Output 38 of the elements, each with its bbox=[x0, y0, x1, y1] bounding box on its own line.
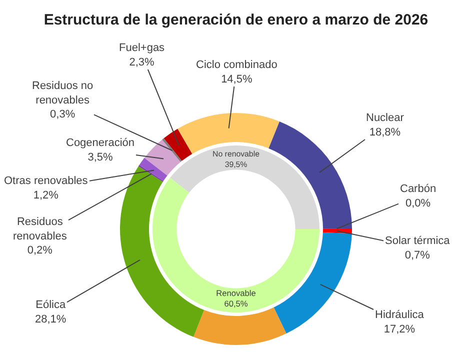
donut-slice bbox=[162, 138, 182, 162]
slice-label: Residuos renovables bbox=[13, 216, 68, 242]
data-label: 3,5% bbox=[88, 151, 113, 164]
slice-label: Hidráulica bbox=[375, 309, 425, 321]
data-label: 0,7% bbox=[404, 249, 430, 262]
slice-label: Otras renovables bbox=[4, 175, 88, 187]
donut-slice bbox=[144, 140, 181, 176]
slice-label: Cogeneración bbox=[66, 137, 134, 149]
donut-slice bbox=[120, 166, 204, 337]
slice-label: Solar térmica bbox=[385, 235, 451, 247]
donut-slice bbox=[194, 307, 286, 345]
donut-slice bbox=[274, 232, 352, 334]
data-label: 0,3% bbox=[50, 108, 76, 121]
chart-title: Estructura de la generación de enero a marzo de 2026 bbox=[44, 12, 428, 29]
slice-label: Residuos no renovables bbox=[32, 80, 94, 106]
data-label: 39,5% bbox=[224, 160, 248, 169]
slice-label: Eólica bbox=[36, 299, 66, 311]
data-label: 60,5% bbox=[224, 298, 248, 309]
text: 0,0% bbox=[406, 197, 431, 210]
data-label: 28,1% bbox=[35, 313, 66, 326]
data-label: 14,5% bbox=[221, 73, 252, 86]
category-label: Carbón bbox=[400, 183, 436, 195]
data-label: 2,3% bbox=[129, 56, 155, 68]
data-label: 17,2% bbox=[384, 323, 416, 336]
data-label: 0,2% bbox=[27, 244, 53, 257]
donut-slice bbox=[268, 121, 352, 229]
slice-label: Fuel+gas bbox=[119, 42, 166, 54]
slice-label: Ciclo combinado bbox=[196, 59, 278, 71]
slice-label: Nuclear bbox=[366, 112, 404, 124]
data-label: 18,8% bbox=[369, 126, 401, 138]
donut-slice bbox=[164, 128, 192, 161]
slice-label: No renovable bbox=[212, 150, 260, 158]
donut-slice bbox=[170, 146, 320, 229]
slice-label: Renovable bbox=[216, 288, 256, 298]
donut-slice bbox=[139, 158, 168, 182]
donut-slice bbox=[152, 178, 320, 312]
donut-slice bbox=[138, 165, 164, 182]
data-label: 1,2% bbox=[33, 189, 59, 202]
